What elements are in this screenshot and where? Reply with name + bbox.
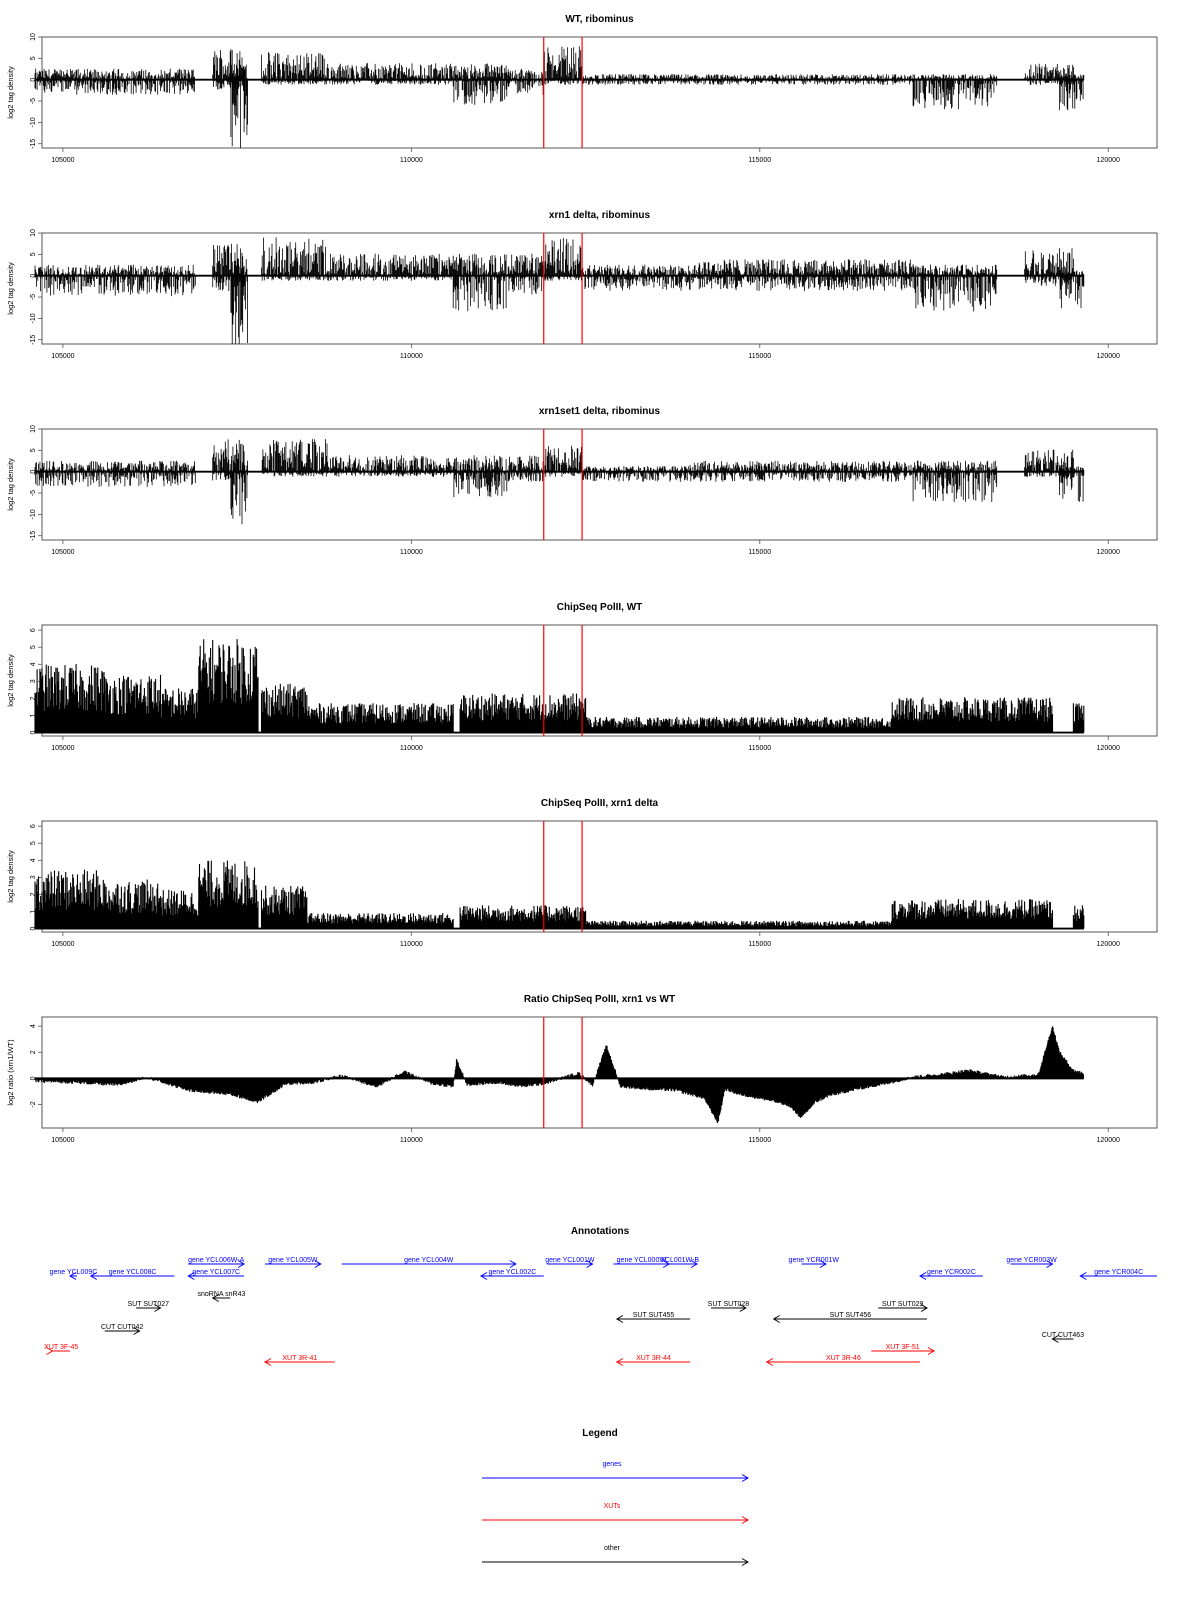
y-tick-label: -5: [30, 98, 37, 104]
y-tick-label: -10: [30, 117, 37, 127]
x-tick-label: 115000: [748, 353, 771, 360]
data-trace: [34, 46, 1085, 148]
plot-frame: [41, 232, 1158, 345]
y-axis-label: log2 tag density: [6, 262, 15, 315]
x-tick-label: 115000: [748, 157, 771, 164]
x-tick-label: 105000: [51, 353, 74, 360]
y-tick-label: -15: [30, 335, 37, 345]
y-tick-label: -10: [30, 313, 37, 323]
y-tick-label: 0: [30, 274, 37, 278]
y-tick-label: 5: [30, 252, 37, 256]
x-tick-label: 120000: [1097, 157, 1120, 164]
plot-frame: [41, 36, 1158, 149]
panel-1: WT, ribominus log2 tag density 10 5 0 -5 -10 -1…: [6, 14, 1158, 164]
y-tick-label: -5: [30, 294, 37, 300]
data-trace: [34, 237, 1085, 344]
panel-title: WT, ribominus: [565, 14, 634, 25]
x-tick-label: 120000: [1097, 353, 1120, 360]
y-tick-label: 5: [30, 56, 37, 60]
chart-panels: WT, ribominus log2 tag density 10 5 0 -5 -10 -1…: [6, 14, 1158, 1144]
panel-title: xrn1 delta, ribominus: [549, 210, 651, 221]
x-tick-label: 105000: [51, 157, 74, 164]
y-tick-label: 0: [30, 78, 37, 82]
y-tick-label: -15: [30, 139, 37, 149]
x-tick-label: 110000: [400, 353, 423, 360]
y-tick-label: 10: [30, 33, 37, 41]
y-tick-label: 10: [30, 229, 37, 237]
y-axis-label: log2 tag density: [6, 66, 15, 119]
x-tick-label: 110000: [400, 157, 423, 164]
